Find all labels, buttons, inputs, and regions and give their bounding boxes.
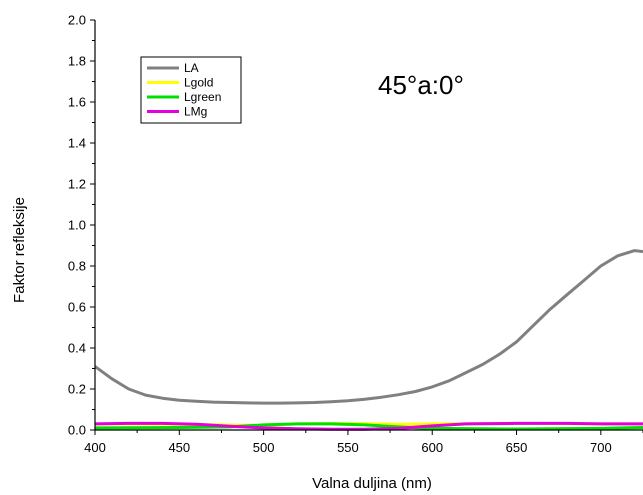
x-tick-label: 500 xyxy=(253,440,275,455)
legend-label-lgold: Lgold xyxy=(184,76,213,90)
x-axis-label: Valna duljina (nm) xyxy=(312,475,432,492)
series-line-la xyxy=(95,249,643,405)
y-tick-label: 0.0 xyxy=(68,423,86,438)
legend-label-lgreen: Lgreen xyxy=(184,90,221,104)
y-tick-label: 0.2 xyxy=(68,382,86,397)
x-tick-label: 550 xyxy=(337,440,359,455)
y-tick-label: 1.6 xyxy=(68,95,86,110)
axes: 0.0 0.2 0.4 0.6 0.8 1.0 1.2 1.4 1.6 1.8 2.0 400 450 5… xyxy=(68,13,643,455)
y-tick-label: 0.6 xyxy=(68,300,86,315)
y-tick-label: 2.0 xyxy=(68,13,86,28)
x-tick-label: 650 xyxy=(506,440,528,455)
series-line-lmg xyxy=(95,421,643,431)
series-layer xyxy=(95,249,643,431)
chart-annotation: 45°a:0° xyxy=(378,70,464,100)
y-tick-label: 0.8 xyxy=(68,259,86,274)
x-tick-label: 400 xyxy=(84,440,106,455)
y-tick-label: 1.4 xyxy=(68,136,86,151)
y-tick-label: 0.4 xyxy=(68,341,86,356)
x-tick-label: 700 xyxy=(590,440,612,455)
x-tick-label: 450 xyxy=(168,440,190,455)
y-tick-label: 1.8 xyxy=(68,54,86,69)
legend-label-la: LA xyxy=(184,61,199,75)
legend-label-lmg: LMg xyxy=(184,105,207,119)
x-tick-label: 600 xyxy=(421,440,443,455)
y-tick-label: 1.0 xyxy=(68,218,86,233)
y-axis-label: Faktor refleksije xyxy=(11,197,28,303)
y-tick-label: 1.2 xyxy=(68,177,86,192)
